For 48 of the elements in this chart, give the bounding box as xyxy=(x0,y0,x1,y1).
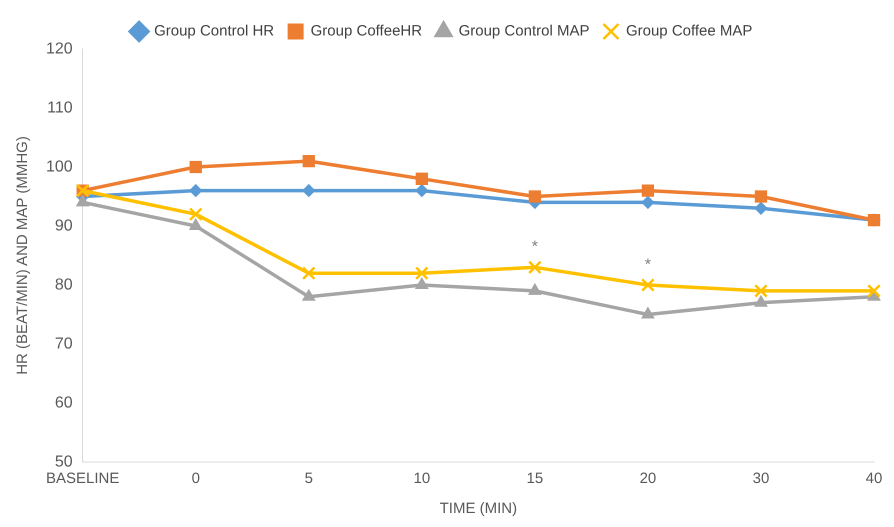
point xyxy=(754,295,768,307)
point xyxy=(754,190,768,203)
point xyxy=(641,196,654,209)
point xyxy=(415,184,428,198)
x-axis-title: TIME (MIN) xyxy=(440,500,518,518)
y-tick-label: 90 xyxy=(54,217,73,234)
y-tick-label: 100 xyxy=(46,158,73,176)
point xyxy=(302,266,316,280)
x-tick-label: 5 xyxy=(304,470,313,488)
point xyxy=(867,284,881,298)
point xyxy=(416,172,428,185)
legend-label: Group Control MAP xyxy=(458,22,590,40)
legend-label: Group Control HR xyxy=(154,22,274,40)
point xyxy=(528,283,542,295)
y-tick-label: 50 xyxy=(54,453,73,470)
annotation: * xyxy=(532,238,538,256)
x-tick-label: 15 xyxy=(526,470,544,488)
point xyxy=(754,202,768,215)
y-axis-title: HR (BEAT/MIN) AND MAP (MMHG) xyxy=(14,136,32,375)
annotation: * xyxy=(644,256,652,274)
point xyxy=(302,184,316,198)
point xyxy=(302,154,315,168)
y-tick-label: 60 xyxy=(54,394,73,412)
y-tick-label: 110 xyxy=(47,99,73,116)
x-tick-label: 20 xyxy=(640,470,656,488)
point xyxy=(528,190,542,203)
y-tick-label: 120 xyxy=(46,40,73,58)
point xyxy=(415,278,428,289)
point xyxy=(754,284,768,298)
legend-label: Group Coffee MAP xyxy=(626,22,752,40)
point xyxy=(188,207,203,222)
x-tick-label: 40 xyxy=(866,470,882,488)
point xyxy=(414,266,429,280)
point xyxy=(528,260,542,274)
x-tick-label: BASELINE xyxy=(46,470,120,488)
point xyxy=(641,307,654,318)
x-tick-label: 0 xyxy=(192,470,200,488)
point xyxy=(189,184,202,198)
x-tick-label: 10 xyxy=(413,470,430,488)
point xyxy=(302,289,316,301)
point xyxy=(641,278,655,292)
point xyxy=(190,160,202,174)
point xyxy=(642,184,654,197)
point xyxy=(189,218,202,230)
y-tick-label: 70 xyxy=(54,335,73,352)
x-tick-label: 30 xyxy=(752,470,770,488)
y-tick-label: 80 xyxy=(54,276,73,294)
legend-label: Group CoffeeHR xyxy=(310,22,422,40)
